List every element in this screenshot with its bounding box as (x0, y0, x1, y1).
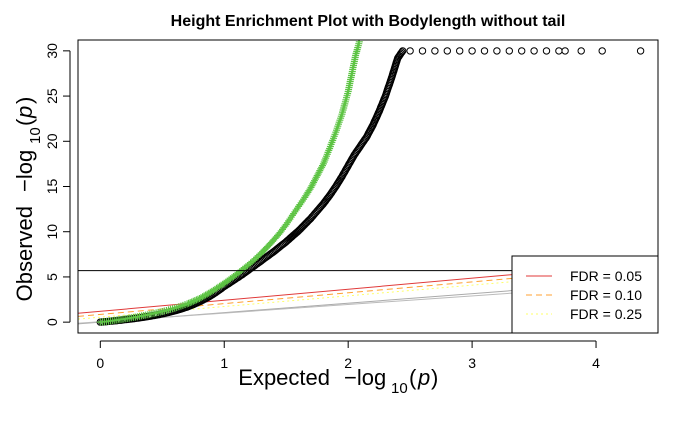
observed-point (577, 47, 585, 55)
y-axis: 0 5 10 15 20 25 30 (44, 43, 71, 326)
legend-label: FDR = 0.05 (570, 268, 642, 284)
observed-point (518, 47, 526, 55)
x-tick-label: 1 (220, 355, 228, 371)
y-tick-label: 10 (44, 224, 60, 240)
plot-frame (77, 39, 659, 334)
observed-point (636, 47, 645, 55)
observed-point (399, 47, 407, 55)
svg-text:10: 10 (391, 380, 408, 397)
y-tick-label: 15 (44, 179, 60, 195)
enriched-point (183, 300, 191, 308)
enriched-point (194, 295, 202, 303)
enriched-point (199, 293, 207, 301)
x-axis-label: Expected −log 10 ( p ) (238, 365, 438, 397)
svg-text:−log: −log (12, 150, 37, 192)
svg-text:−log: −log (344, 365, 386, 390)
observed-point (456, 47, 464, 55)
svg-text:(: ( (12, 118, 37, 126)
enriched-point (188, 298, 196, 306)
svg-text:(: ( (409, 365, 417, 390)
observed-point (480, 47, 489, 55)
y-tick-label: 0 (44, 318, 60, 326)
y-tick-label: 30 (44, 43, 60, 59)
observed-point (505, 47, 513, 55)
svg-text:Observed: Observed (12, 206, 37, 301)
chart-title: Height Enrichment Plot with Bodylength w… (171, 13, 566, 30)
svg-text:p: p (12, 106, 37, 119)
enriched-point (197, 294, 205, 302)
svg-text:p: p (417, 365, 430, 390)
legend-label: FDR = 0.25 (570, 306, 642, 322)
observed-point (561, 47, 569, 55)
x-tick-label: 0 (96, 355, 104, 371)
observed-point (418, 47, 427, 55)
legend-label: FDR = 0.10 (570, 287, 642, 303)
enriched-points-series (96, 40, 363, 326)
observed-point (468, 47, 476, 55)
observed-point (530, 47, 538, 55)
x-tick-label: 3 (468, 355, 476, 371)
enriched-point (308, 182, 316, 190)
observed-point (443, 47, 451, 55)
y-tick-label: 5 (44, 273, 60, 281)
enriched-point (253, 253, 261, 261)
observed-point (398, 48, 406, 56)
observed-point (555, 47, 563, 55)
observed-point (542, 47, 551, 55)
observed-point (493, 47, 501, 55)
legend: FDR = 0.05 FDR = 0.10 FDR = 0.25 (511, 255, 659, 334)
enriched-point (191, 297, 199, 305)
y-axis-label: Observed −log 10 ( p ) (12, 97, 44, 302)
observed-point (406, 47, 414, 55)
svg-text:): ) (431, 365, 438, 390)
y-tick-label: 25 (44, 88, 60, 104)
observed-point (598, 47, 606, 55)
observed-point (431, 47, 439, 55)
x-tick-label: 2 (344, 355, 352, 371)
x-axis: 0 1 2 3 4 (96, 340, 600, 371)
svg-text:Expected: Expected (238, 365, 330, 390)
enriched-point (314, 170, 322, 178)
enriched-point (315, 168, 323, 176)
enriched-point (192, 296, 200, 304)
enriched-point (189, 297, 197, 305)
enriched-point (309, 180, 317, 188)
y-tick-label: 20 (44, 133, 60, 149)
enriched-point (319, 162, 326, 170)
svg-text:): ) (12, 97, 37, 104)
enriched-point (355, 40, 363, 46)
x-tick-label: 4 (592, 355, 600, 371)
svg-text:10: 10 (27, 127, 44, 144)
